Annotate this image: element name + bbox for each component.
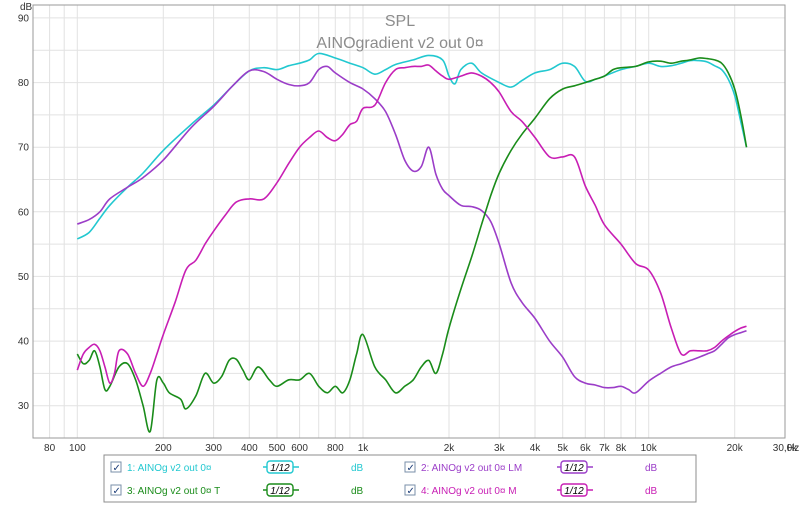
legend-box xyxy=(103,454,697,503)
x-tick-label: 600 xyxy=(291,443,308,454)
checkmark-icon: ✓ xyxy=(407,463,415,474)
legend-checkbox[interactable] xyxy=(404,484,416,496)
legend-entry-3[interactable]: ✓ 3: AINOg v2 out 0¤ T 1/12 dB xyxy=(110,483,364,497)
legend-series-name: 1: AINOg v2 out 0¤ xyxy=(127,463,212,474)
legend-series-name: 2: AINOg v2 out 0¤ LM xyxy=(421,463,522,474)
y-axis-unit-label: dB xyxy=(20,2,33,13)
x-tick-label: 400 xyxy=(241,443,258,454)
legend-checkbox[interactable] xyxy=(110,461,122,473)
x-tick-label: 5k xyxy=(557,443,569,454)
x-axis-unit-label: Hz xyxy=(787,443,799,454)
x-tick-label: 200 xyxy=(155,443,172,454)
smoothing-label: 1/12 xyxy=(564,486,584,497)
x-tick-label: 2k xyxy=(444,443,456,454)
grid xyxy=(32,5,786,438)
y-tick-label: 80 xyxy=(18,78,30,89)
x-tick-label: 100 xyxy=(69,443,86,454)
y-tick-label: 50 xyxy=(18,272,30,283)
legend: ✓ 1: AINOg v2 out 0¤ 1/12 dB ✓ 2: AINOg v2 ou… xyxy=(103,454,697,503)
legend-series-name: 3: AINOg v2 out 0¤ T xyxy=(127,486,220,497)
x-tick-label: 4k xyxy=(530,443,542,454)
x-tick-label: 500 xyxy=(269,443,286,454)
y-tick-label: 40 xyxy=(18,337,30,348)
smoothing-label: 1/12 xyxy=(564,463,584,474)
chart-title: SPL xyxy=(385,13,415,30)
plot-frame xyxy=(32,4,786,439)
legend-unit: dB xyxy=(351,486,364,497)
checkmark-icon: ✓ xyxy=(407,486,415,497)
legend-unit: dB xyxy=(645,486,658,497)
checkmark-icon: ✓ xyxy=(113,486,121,497)
series-line-lm xyxy=(76,65,747,394)
series-line-m xyxy=(76,64,747,388)
smoothing-badge[interactable] xyxy=(266,460,294,474)
smoothing-label: 1/12 xyxy=(270,486,290,497)
x-tick-label: 1k xyxy=(358,443,370,454)
x-tick-label: 3k xyxy=(494,443,506,454)
x-tick-label: 20k xyxy=(727,443,744,454)
legend-unit: dB xyxy=(645,463,658,474)
legend-entry-2[interactable]: ✓ 2: AINOg v2 out 0¤ LM 1/12 dB xyxy=(404,460,658,474)
smoothing-label: 1/12 xyxy=(270,463,290,474)
smoothing-badge[interactable] xyxy=(560,483,588,497)
axes: dB Hz 30 40 50 60 70 80 90 80 100 200 300 400 500 600… xyxy=(18,2,799,454)
checkmark-icon: ✓ xyxy=(113,463,121,474)
series-line-t xyxy=(76,57,748,433)
chart-subtitle: AINOgradient v2 out 0¤ xyxy=(316,35,483,52)
x-tick-label: 800 xyxy=(327,443,344,454)
smoothing-badge[interactable] xyxy=(560,460,588,474)
smoothing-badge[interactable] xyxy=(266,483,294,497)
x-tick-label: 8k xyxy=(616,443,628,454)
legend-checkbox[interactable] xyxy=(110,484,122,496)
series-group xyxy=(76,52,748,433)
y-tick-label: 90 xyxy=(18,13,30,24)
x-tick-label: 300 xyxy=(205,443,222,454)
x-tick-label: 6k xyxy=(580,443,592,454)
x-tick-label: 30,0k xyxy=(773,443,798,454)
y-tick-label: 30 xyxy=(18,401,30,412)
x-tick-label: 7k xyxy=(599,443,611,454)
legend-checkbox[interactable] xyxy=(404,461,416,473)
legend-entry-1[interactable]: ✓ 1: AINOg v2 out 0¤ 1/12 dB xyxy=(110,460,364,474)
legend-entry-4[interactable]: ✓ 4: AINOg v2 out 0¤ M 1/12 dB xyxy=(404,483,658,497)
y-tick-label: 60 xyxy=(18,207,30,218)
x-tick-label: 10k xyxy=(641,443,658,454)
y-tick-label: 70 xyxy=(18,143,30,154)
legend-series-name: 4: AINOg v2 out 0¤ M xyxy=(421,486,517,497)
legend-unit: dB xyxy=(351,463,364,474)
x-tick-label: 80 xyxy=(44,443,56,454)
